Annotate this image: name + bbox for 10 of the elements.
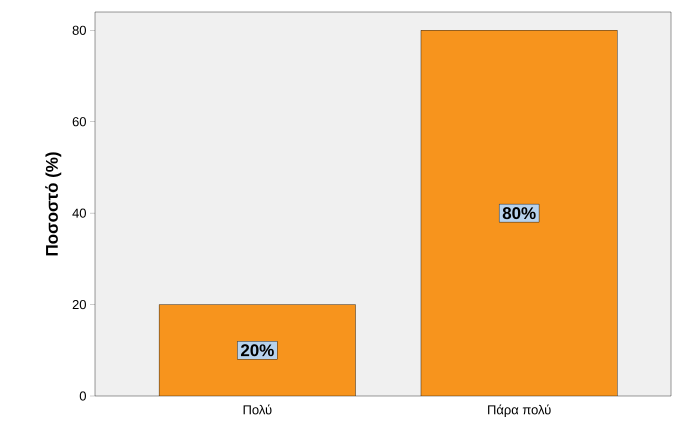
y-tick-label: 40 [72,208,86,218]
y-tick-label: 20 [72,300,86,310]
x-tick-label: Πάρα πολύ [488,404,551,417]
y-tick-label: 80 [72,26,86,35]
data-label: 80% [502,207,536,220]
x-tick-label: Πολύ [244,404,272,414]
data-label: 20% [240,344,274,356]
y-tick-label: 60 [72,117,86,126]
y-tick-label: 0 [80,391,86,401]
y-axis-title: Ποσοστό (%) [45,152,62,256]
